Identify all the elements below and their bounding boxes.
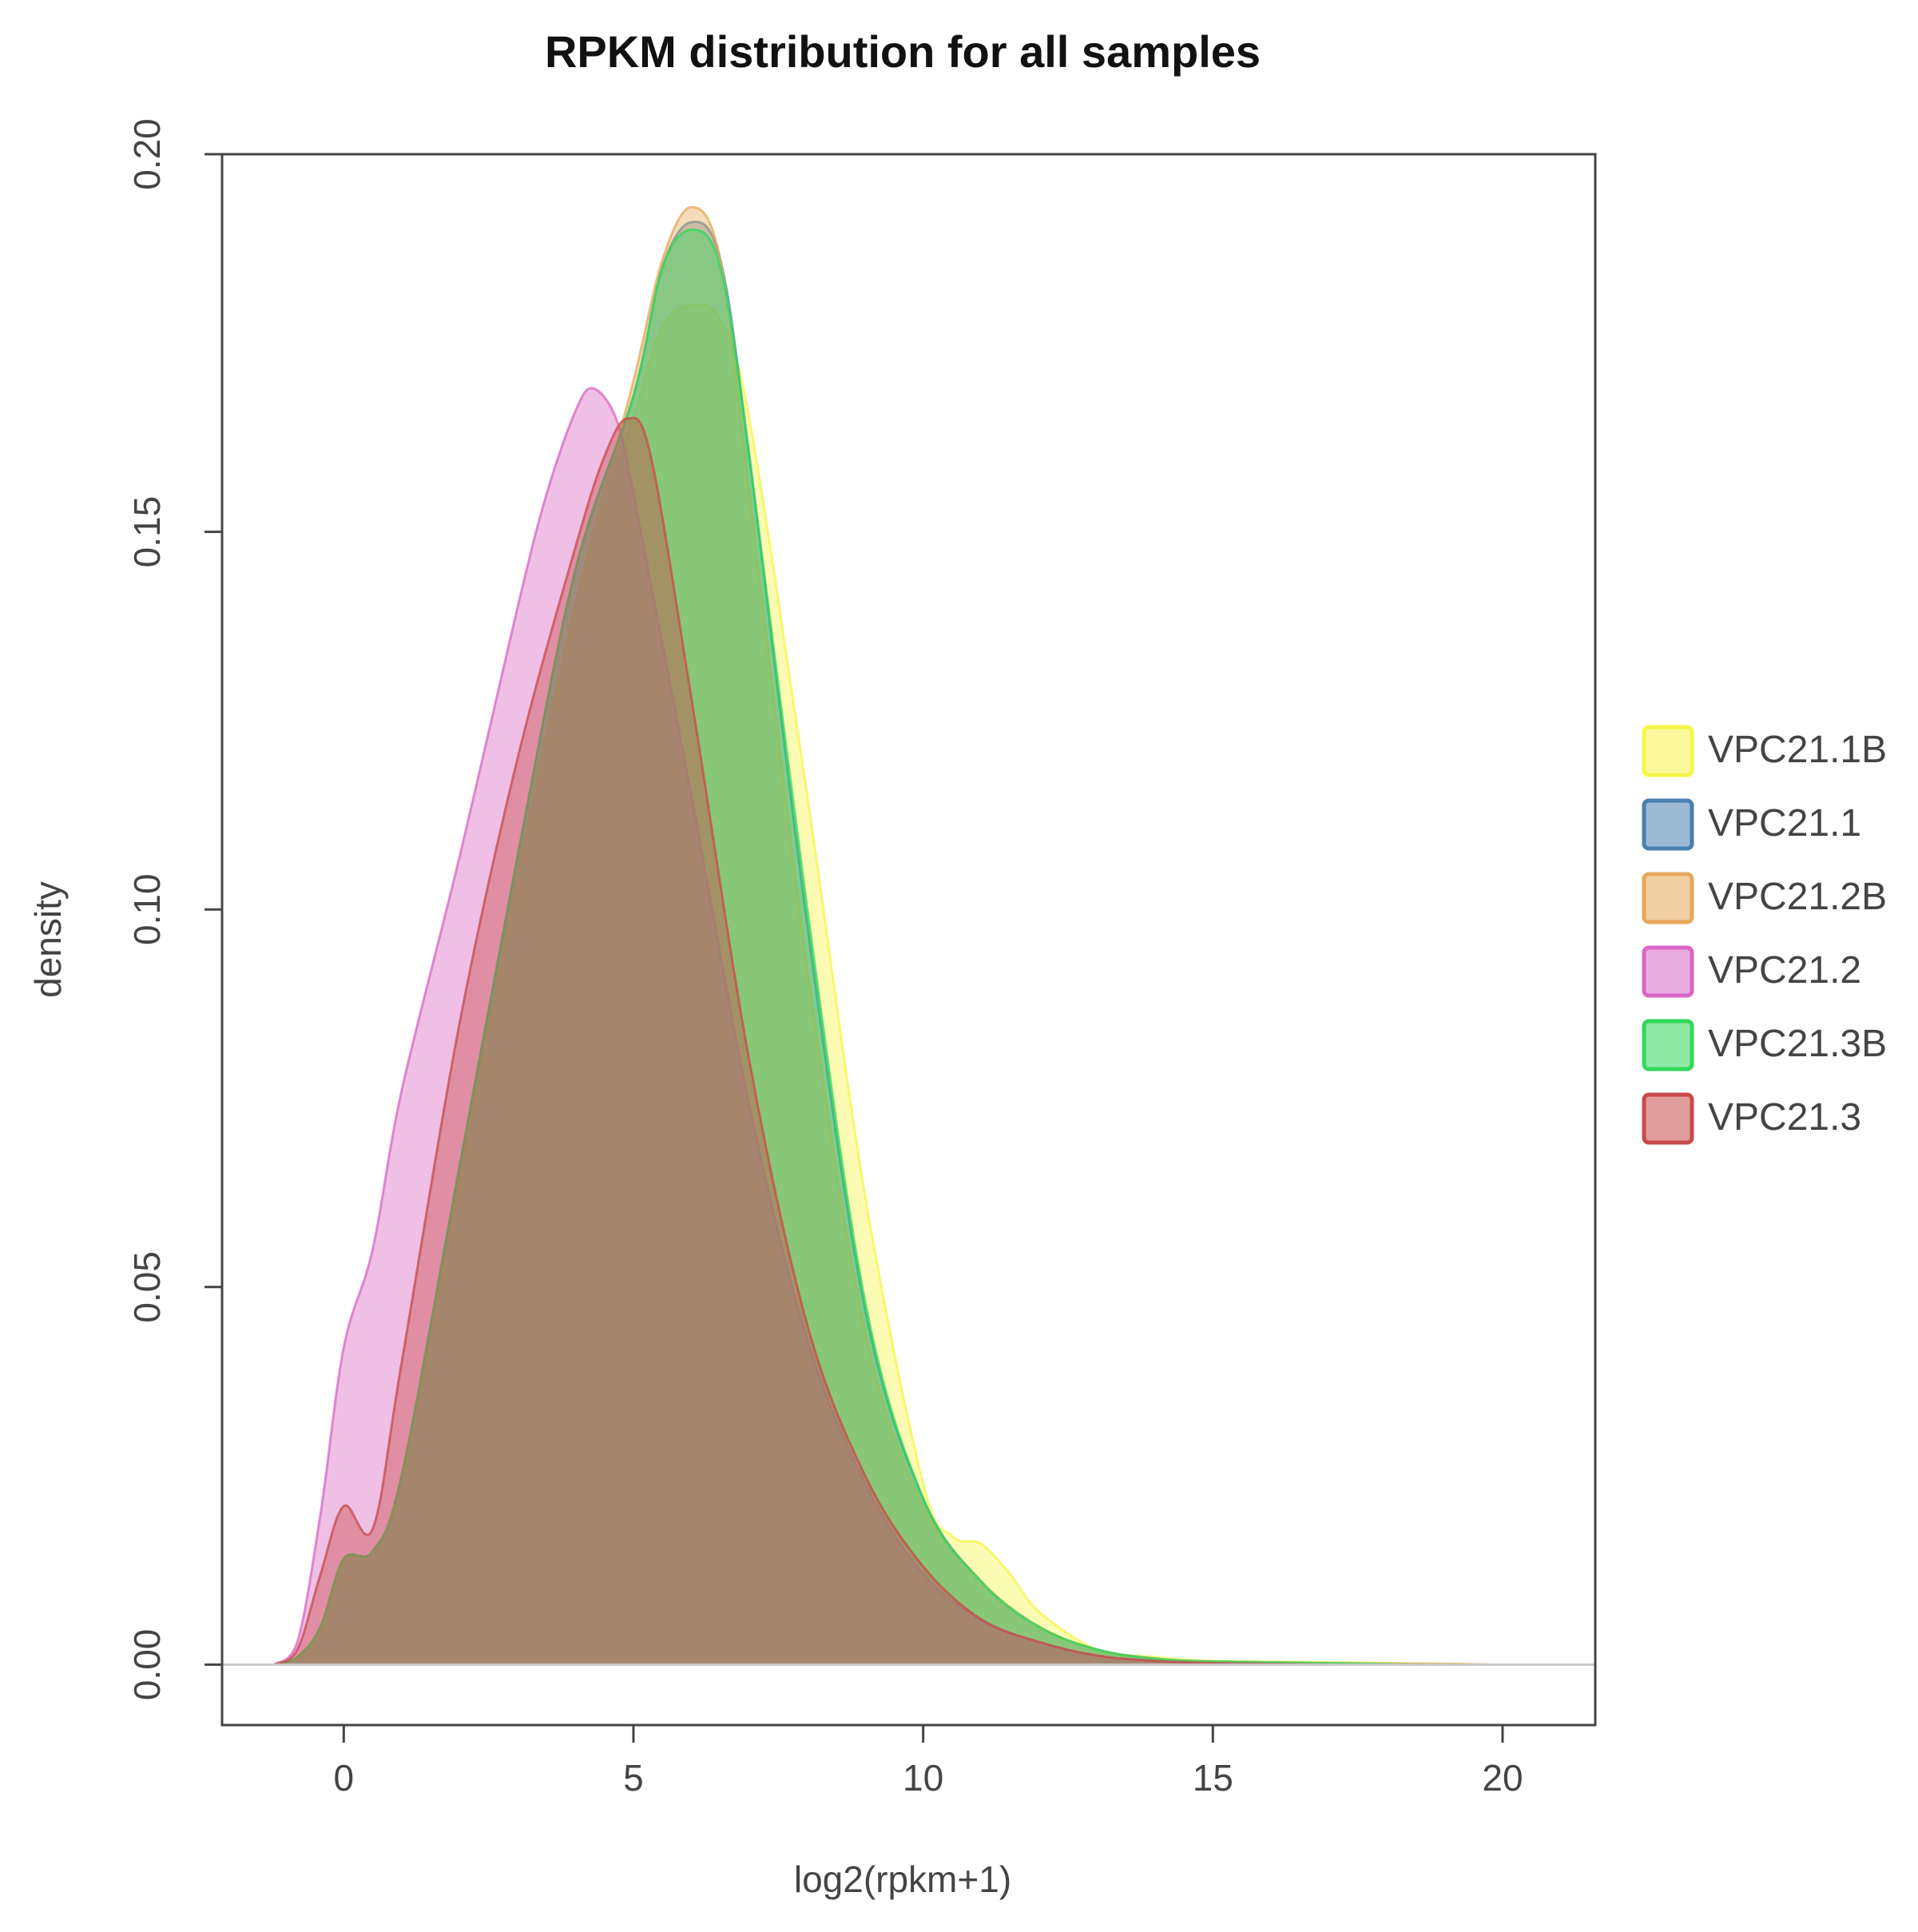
plot-frame: [220, 153, 1597, 1727]
y-axis: 0.00 0.05 0.10 0.15 0.20: [126, 118, 222, 1700]
legend-item-vpc21-2: VPC21.2: [1642, 945, 1861, 998]
x-tick-label: 5: [623, 1757, 644, 1799]
legend-swatch: [1642, 798, 1694, 851]
density-area-vpc21-2: [274, 388, 1329, 1665]
x-tick-label: 0: [334, 1757, 355, 1799]
legend-item-vpc21-1b: VPC21.1B: [1642, 725, 1887, 777]
y-tick-label: 0.20: [126, 118, 168, 190]
chart-title: RPKM distribution for all samples: [545, 26, 1261, 77]
legend-item-vpc21-3b: VPC21.3B: [1642, 1019, 1887, 1071]
legend-item-vpc21-1: VPC21.1: [1642, 798, 1861, 851]
legend-label: VPC21.2B: [1708, 876, 1887, 918]
legend-swatch: [1642, 1019, 1694, 1071]
y-axis-label: density: [27, 881, 69, 998]
y-tick-label: 0.10: [126, 873, 168, 945]
density-curve-vpc21-3: [273, 416, 1329, 1666]
legend-swatch: [1642, 725, 1694, 777]
legend-label: VPC21.1: [1708, 802, 1861, 845]
x-tick-label: 15: [1193, 1757, 1233, 1799]
legend-item-vpc21-3: VPC21.3: [1642, 1092, 1861, 1145]
legend-swatch: [1642, 1092, 1694, 1145]
density-area-vpc21-3: [274, 417, 1329, 1665]
legend-item-vpc21-2b: VPC21.2B: [1642, 872, 1887, 924]
legend-swatch: [1642, 945, 1694, 998]
legend-label: VPC21.2: [1708, 949, 1861, 992]
x-tick-label: 20: [1482, 1757, 1523, 1799]
legend-label: VPC21.3B: [1708, 1023, 1887, 1065]
density-area-vpc21-1: [274, 221, 1445, 1665]
x-axis: 0 5 10 15 20: [334, 1725, 1523, 1799]
density-area-vpc21-1b: [274, 304, 1474, 1665]
density-area-vpc21-3b: [274, 229, 1416, 1665]
x-axis-label: log2(rpkm+1): [794, 1858, 1011, 1900]
y-tick-label: 0.05: [126, 1251, 168, 1323]
density-curve-vpc21-3b: [273, 228, 1416, 1666]
density-area-vpc21-2b: [274, 207, 1491, 1665]
legend-label: VPC21.1B: [1708, 729, 1887, 771]
legend-label: VPC21.3: [1708, 1096, 1861, 1139]
x-tick-label: 10: [903, 1757, 943, 1799]
legend-swatch: [1642, 872, 1694, 924]
y-tick-label: 0.00: [126, 1629, 168, 1701]
legend: VPC21.1B VPC21.1 VPC21.2B VPC21.2 VPC21.3B VP…: [1642, 725, 1887, 1145]
y-tick-label: 0.15: [126, 496, 168, 568]
density-series-layer: [273, 205, 1491, 1666]
